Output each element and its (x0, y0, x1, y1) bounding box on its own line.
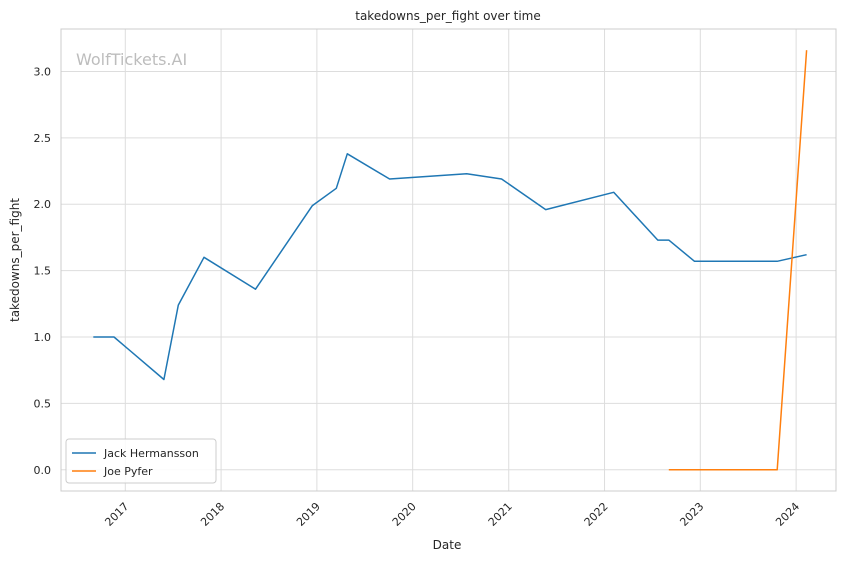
y-tick-label: 3.0 (34, 65, 52, 78)
legend-box (65, 438, 217, 484)
x-axis-label: Date (433, 538, 462, 552)
chart-title: takedowns_per_fight over time (355, 9, 541, 23)
y-tick-label: 2.5 (34, 132, 52, 145)
legend-label-jack-hermansson: Jack Hermansson (103, 447, 199, 460)
y-tick-label: 1.5 (34, 265, 52, 278)
legend-label-joe-pyfer: Joe Pyfer (103, 465, 153, 478)
plot-frame (60, 28, 837, 492)
grid (61, 29, 836, 491)
plot-background (61, 29, 836, 491)
series (93, 50, 808, 471)
y-axis-label: takedowns_per_fight (8, 198, 22, 322)
y-tick-label: 0.5 (34, 397, 52, 410)
legend: Jack Hermansson Joe Pyfer (65, 438, 217, 484)
series-line-jack-hermansson (93, 153, 807, 381)
series-line-joe-pyfer (668, 50, 808, 471)
y-tick-label: 2.0 (34, 198, 52, 211)
y-tick-label: 1.0 (34, 331, 52, 344)
watermark: WolfTickets.AI (76, 50, 187, 69)
y-tick-label: 0.0 (34, 464, 52, 477)
